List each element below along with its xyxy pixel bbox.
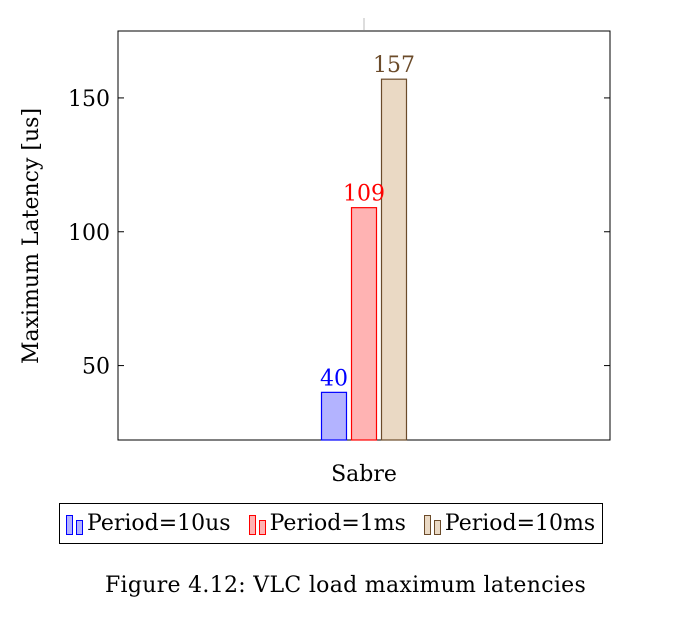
legend-swatch-period-10ms <box>423 513 441 535</box>
y-axis-title: Maximum Latency [us] <box>19 108 44 364</box>
y-tick-label: 100 <box>68 221 110 246</box>
bars <box>320 78 408 441</box>
y-tick-label: 150 <box>68 87 110 112</box>
legend-entry-period-10us: Period=10us <box>66 510 231 536</box>
legend-label-period-10us: Period=10us <box>87 510 231 536</box>
legend: Period=10us Period=1ms Period=10ms <box>59 503 604 544</box>
data-label-period-10ms: 157 <box>373 53 415 78</box>
x-tick-label-sabre: Sabre <box>331 462 397 487</box>
data-label-period-10us: 40 <box>320 366 348 391</box>
data-labels: 40 109 157 <box>320 53 415 391</box>
legend-entry-period-10ms: Period=10ms <box>423 510 596 536</box>
legend-swatch-period-1ms <box>248 513 266 535</box>
bar-period-10ms <box>380 78 408 441</box>
y-tick-label: 50 <box>82 355 110 380</box>
data-label-period-1ms: 109 <box>343 182 385 207</box>
y-axis-ticks: 50 100 150 <box>68 87 610 440</box>
bar-period-1ms <box>350 207 378 441</box>
bar-chart: 50 100 150 40 109 157 Maximum Latency [us] S… <box>19 18 611 487</box>
bar-period-10us <box>320 391 348 441</box>
legend-swatch-period-10us <box>66 513 83 535</box>
figure-caption: Figure 4.12: VLC load maximum latencies <box>104 573 587 598</box>
legend-label-period-1ms: Period=1ms <box>269 510 406 536</box>
legend-entry-period-1ms: Period=1ms <box>248 510 406 536</box>
legend-label-period-10ms: Period=10ms <box>444 510 596 536</box>
